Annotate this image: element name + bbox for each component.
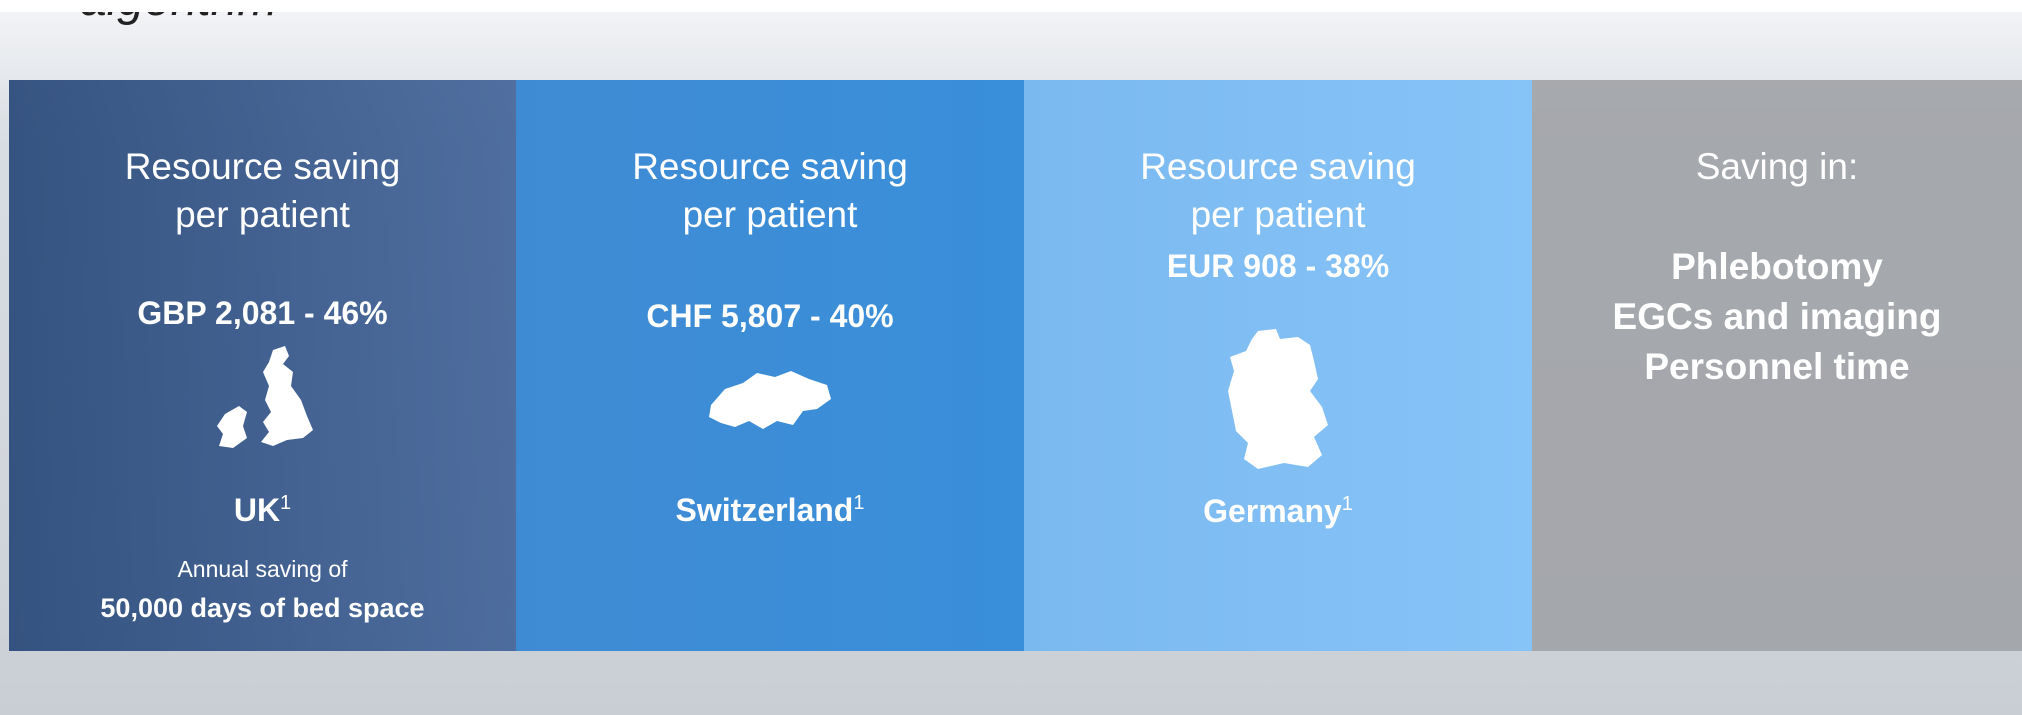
- country: Germany1: [1024, 493, 1532, 530]
- germany-map: [1218, 327, 1338, 472]
- saving-item: EGCs and imaging: [1532, 296, 2022, 338]
- country: UK1: [9, 492, 516, 529]
- heading: per patient: [1024, 194, 1532, 236]
- heading: per patient: [9, 194, 516, 236]
- heading: Resource saving: [516, 146, 1024, 188]
- country-name: Germany: [1203, 493, 1342, 529]
- heading: per patient: [516, 194, 1024, 236]
- panel: Resource saving per patient EUR 908 - 38…: [1024, 80, 1532, 651]
- note: Annual saving of: [9, 556, 516, 583]
- saving-item: Personnel time: [1532, 346, 2022, 388]
- heading: Saving in:: [1532, 146, 2022, 188]
- value: GBP 2,081 - 46%: [9, 295, 516, 332]
- panel: Resource saving per patient GBP 2,081 - …: [9, 80, 516, 651]
- country: Switzerland1: [516, 492, 1024, 529]
- saving-item: Phlebotomy: [1532, 246, 2022, 288]
- panel: Resource saving per patient CHF 5,807 - …: [516, 80, 1024, 651]
- country-name: Switzerland: [676, 492, 854, 528]
- footnote: 1: [1342, 493, 1353, 515]
- footnote: 1: [853, 492, 864, 514]
- value: EUR 908 - 38%: [1024, 248, 1532, 285]
- heading: Resource saving: [9, 146, 516, 188]
- heading: Resource saving: [1024, 146, 1532, 188]
- switzerland-map: [705, 365, 835, 435]
- uk-map: [203, 342, 323, 462]
- value: CHF 5,807 - 40%: [516, 298, 1024, 335]
- note-bold: 50,000 days of bed space: [9, 593, 516, 624]
- page: algorithm Resource saving per patient GB…: [0, 0, 2022, 715]
- top-bar: [0, 0, 2022, 12]
- country-name: UK: [234, 492, 280, 528]
- panel: Saving in: Phlebotomy EGCs and imaging P…: [1532, 80, 2022, 651]
- footnote: 1: [280, 492, 291, 514]
